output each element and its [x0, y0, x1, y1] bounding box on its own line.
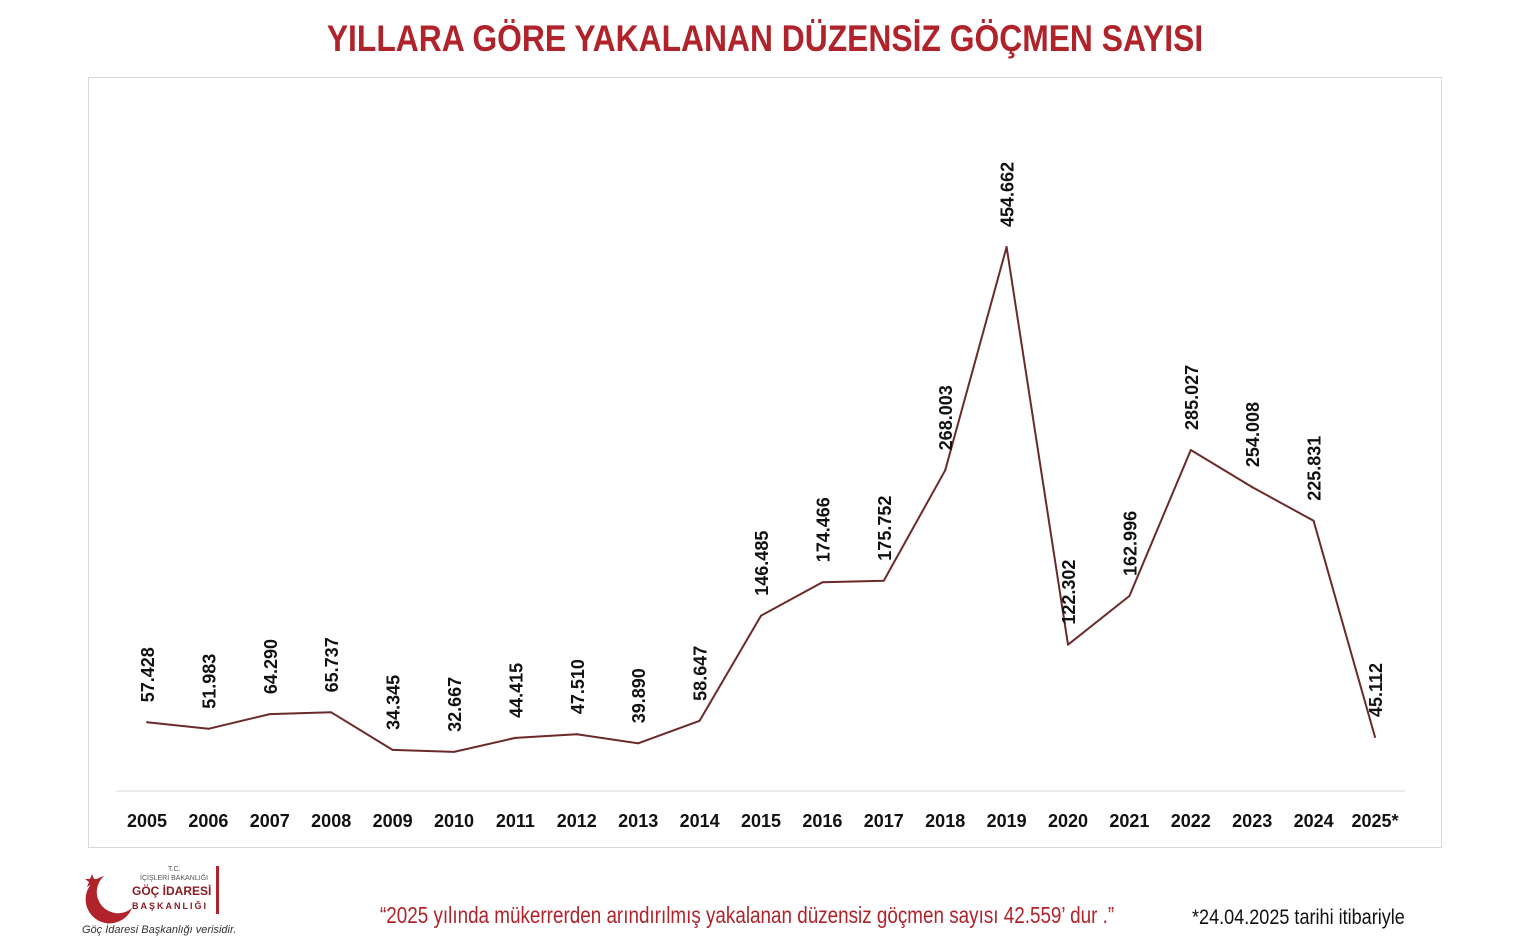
- data-label: 58.647: [691, 646, 711, 701]
- data-point: [514, 736, 517, 739]
- x-tick-label: 2011: [496, 811, 535, 831]
- data-label: 162.996: [1120, 511, 1140, 576]
- data-point: [391, 748, 394, 751]
- logo-divider: [216, 866, 219, 914]
- series-group: [146, 245, 1376, 753]
- data-point: [1251, 486, 1254, 489]
- logo-tc-text: T.C.: [168, 866, 181, 873]
- data-point: [944, 469, 947, 472]
- x-tick-label: 2007: [250, 811, 290, 831]
- data-point: [1312, 519, 1315, 522]
- data-label: 285.027: [1182, 365, 1202, 430]
- data-point: [1128, 594, 1131, 597]
- x-tick-label: 2024: [1294, 811, 1334, 831]
- data-point: [882, 579, 885, 582]
- chart-title: YILLARA GÖRE YAKALANAN DÜZENSİZ GÖÇMEN S…: [326, 18, 1204, 59]
- data-label: 44.415: [506, 663, 526, 718]
- data-point: [760, 614, 762, 617]
- x-tick-label: 2006: [188, 811, 228, 831]
- source-caption: Göç İdaresi Başkanlığı verisidir.: [82, 924, 237, 936]
- x-tick-label: 2018: [925, 811, 965, 831]
- x-tick-label: 2021: [1109, 811, 1149, 831]
- data-label: 146.485: [752, 531, 772, 596]
- data-label: 174.466: [813, 497, 833, 562]
- x-tick-label: 2022: [1171, 811, 1211, 831]
- data-label: 175.752: [875, 496, 895, 561]
- data-label: 51.983: [199, 654, 219, 709]
- x-tick-label: 2013: [618, 811, 658, 831]
- x-tick-label: 2009: [373, 811, 413, 831]
- data-label: 64.290: [261, 639, 281, 694]
- data-label: 122.302: [1059, 560, 1079, 625]
- data-labels-group: 57.428 51.983 64.290 65.737 34.345 32.667 44.4…: [138, 162, 1386, 732]
- data-point: [453, 750, 455, 753]
- data-label: 65.737: [322, 637, 342, 692]
- data-label: 45.112: [1366, 663, 1386, 717]
- data-label: 268.003: [936, 385, 956, 450]
- x-tick-label: 2008: [311, 811, 351, 831]
- data-point: [207, 727, 210, 730]
- x-tick-label: 2012: [557, 811, 597, 831]
- x-tick-label: 2019: [987, 811, 1027, 831]
- x-tick-label: 2023: [1232, 811, 1272, 831]
- data-label: 254.008: [1243, 402, 1263, 467]
- data-point: [146, 721, 148, 724]
- data-point: [698, 719, 701, 722]
- data-label: 454.662: [998, 162, 1018, 227]
- x-tick-label: 2010: [434, 811, 474, 831]
- x-tick-label: 2014: [680, 811, 720, 831]
- data-label: 47.510: [568, 659, 588, 714]
- chart-frame: [88, 77, 1442, 848]
- data-point: [637, 742, 640, 745]
- data-point: [330, 711, 333, 714]
- x-tick-label: 2017: [864, 811, 904, 831]
- logo-presidency-text: BAŞKANLIĞI: [132, 901, 208, 911]
- x-tick-labels-group: 2005 2006 2007 2008 2009 2010 2011 2012 2013 2014…: [127, 811, 1399, 831]
- x-tick-label: 2025*: [1351, 811, 1398, 831]
- data-point: [268, 713, 271, 716]
- data-point: [1067, 643, 1069, 646]
- footnote-quote: “2025 yılında mükerrerden arındırılmış y…: [380, 902, 1115, 928]
- data-point: [821, 581, 824, 584]
- data-point: [575, 733, 578, 736]
- data-point: [1005, 245, 1008, 248]
- x-tick-label: 2020: [1048, 811, 1088, 831]
- x-tick-label: 2015: [741, 811, 781, 831]
- data-point: [1189, 448, 1192, 451]
- data-point: [1374, 736, 1376, 739]
- x-tick-label: 2005: [127, 811, 167, 831]
- data-label: 34.345: [384, 675, 404, 730]
- data-label: 225.831: [1305, 436, 1325, 501]
- goc-idaresi-logo-icon: [85, 874, 132, 924]
- logo-ministry-text: İÇİŞLERİ BAKANLIĞI: [140, 875, 209, 882]
- data-label: 57.428: [138, 647, 158, 702]
- data-label: 39.890: [629, 668, 649, 723]
- logo-name-text: GÖÇ İDARESİ: [132, 884, 212, 898]
- x-tick-label: 2016: [802, 811, 842, 831]
- footnote-date: *24.04.2025 tarihi itibariyle: [1192, 906, 1405, 929]
- data-label: 32.667: [445, 677, 465, 732]
